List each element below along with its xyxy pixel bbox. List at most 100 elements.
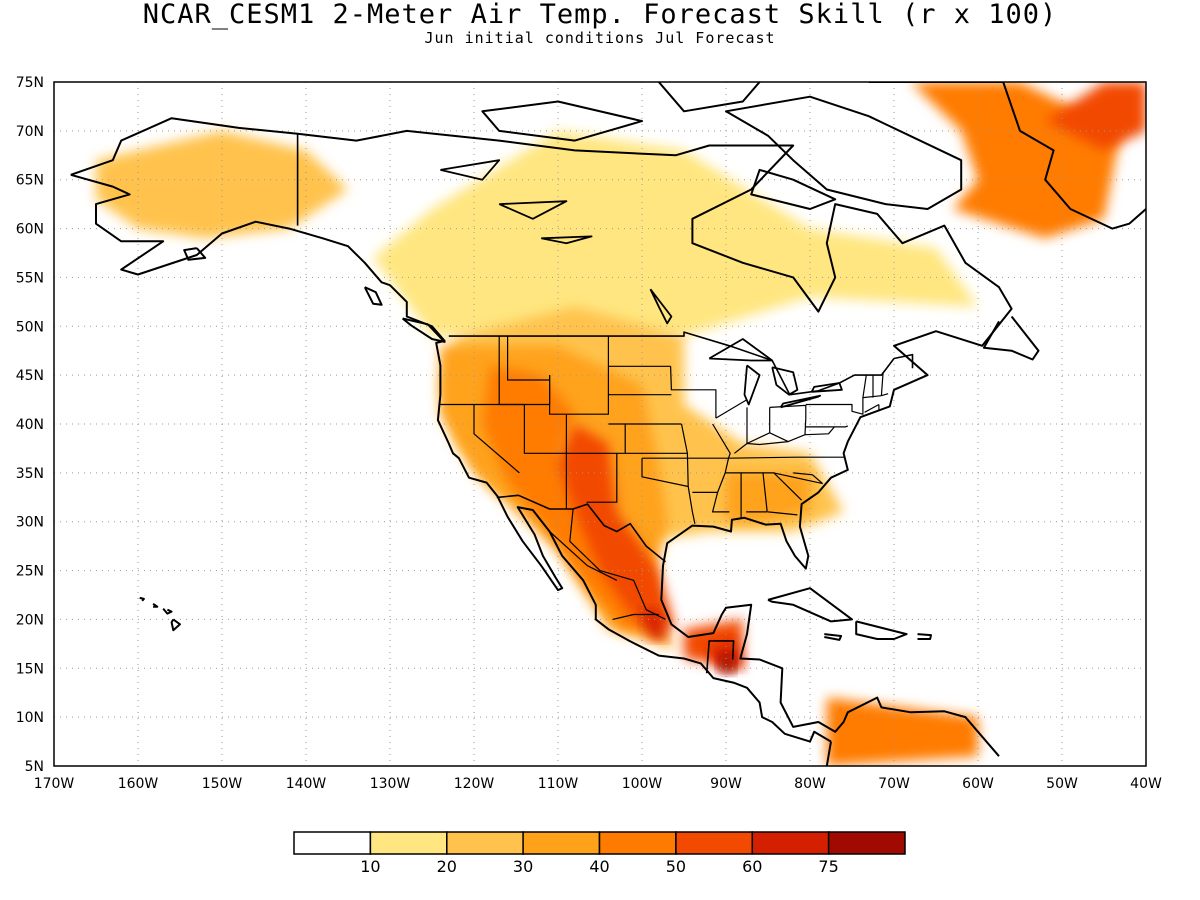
lake-outline [743,364,761,406]
state-boundary [680,423,696,524]
colorbar: 10 20 30 40 50 60 75 [293,831,906,876]
state-boundary [725,472,768,513]
state-boundary [569,508,666,620]
state-boundary [864,403,880,413]
colorbar-swatch [293,831,372,855]
lon-tick-label: 130W [370,776,411,792]
colorbar-label: 60 [742,857,762,876]
state-boundary [805,375,867,415]
lat-tick-label: 15N [16,661,44,677]
state-boundary [612,613,659,620]
coastline [917,633,932,640]
skill-region-level-3 [726,472,810,522]
lon-tick-label: 70W [878,776,910,792]
lon-tick-label: 50W [1046,776,1078,792]
lake-outline [810,382,843,393]
lat-tick-label: 30N [16,515,44,531]
state-boundary [804,426,835,436]
lat-tick-labels: 75N 70N 65N 60N 55N 50N 45N 40N 35N 30N 25N 20N 15N 1… [16,75,44,775]
coastline [725,95,963,210]
colorbar-swatch [827,831,906,855]
lat-tick-label: 20N [16,612,44,628]
plot-area [53,81,1147,767]
coastline [868,82,1146,230]
state-boundary [549,531,618,581]
coastline-layer [70,82,1146,766]
colorbar-swatch [369,831,448,855]
coastline [825,741,832,766]
country-boundary [705,640,735,674]
colorbar-label: 75 [818,857,838,876]
lat-tick-label: 50N [16,319,44,335]
skill-region-level-6 [642,609,668,639]
lon-tick-label: 40W [1130,776,1162,792]
lake-outline [708,338,774,362]
coastline [70,117,1013,757]
lat-tick-label: 45N [16,368,44,384]
lat-tick-label: 55N [16,270,44,286]
state-boundary [715,399,748,419]
skill-region-level-5 [558,424,676,630]
coastline [982,315,1040,361]
coastline [750,168,837,210]
lake-outline [649,288,673,325]
colorbar-swatch [446,831,524,855]
skill-region-level-4 [826,697,978,766]
skill-region-level-7 [717,653,735,674]
lat-tick-label: 65N [16,173,44,189]
lake-outline [498,200,568,220]
lon-tick-label: 110W [538,776,579,792]
lon-tick-label: 60W [962,776,994,792]
lon-tick-label: 100W [622,776,663,792]
state-boundary [793,472,823,485]
country-boundary [498,494,667,563]
lon-tick-label: 90W [710,776,742,792]
state-boundary [641,458,689,488]
colorbar-label: 30 [513,857,533,876]
skill-shading-layer [96,82,1146,766]
lake-outline [771,366,799,396]
lon-tick-label: 160W [118,776,159,792]
coastline [170,618,181,632]
coastline [855,620,908,640]
state-boundary [586,453,618,503]
lon-tick-labels: 170W 160W 150W 140W 130W 120W 110W 100W 90W 80W 70… [34,776,1162,792]
lat-tick-label: 60N [16,222,44,238]
coastline [767,587,853,623]
skill-region-level-5 [1045,82,1146,151]
lat-tick-label: 40N [16,417,44,433]
lat-tick-label: 25N [16,564,44,580]
lake-outline [779,394,821,409]
map-title: NCAR_CESM1 2-Meter Air Temp. Forecast Sk… [142,0,1058,30]
lat-tick-label: 70N [16,124,44,140]
state-boundary [769,404,807,443]
colorbar-swatch [675,831,754,855]
coastline [162,608,173,615]
lon-tick-label: 170W [34,776,75,792]
state-boundary [473,404,520,474]
lon-tick-label: 80W [794,776,826,792]
lon-tick-label: 120W [454,776,495,792]
lon-tick-label: 140W [286,776,327,792]
lake-outline [541,235,593,245]
state-boundary [670,366,717,419]
coastline [658,82,761,113]
lon-tick-label: 150W [202,776,243,792]
colorbar-swatch [522,831,601,855]
state-boundary [773,472,823,485]
coastline [152,602,159,608]
map-subtitle: Jun initial conditions Jul Forecast [424,29,776,47]
lake-outline [440,159,501,181]
coastline [183,247,207,261]
plot-frame [53,81,1147,767]
state-boundary [767,511,798,516]
lat-tick-label: 75N [16,75,44,91]
state-boundary [746,407,771,445]
coastline [363,286,383,306]
lat-tick-label: 35N [16,466,44,482]
state-boundary [805,425,849,428]
state-boundary [734,441,789,454]
coastline [139,596,145,602]
colorbar-label: 50 [666,857,686,876]
